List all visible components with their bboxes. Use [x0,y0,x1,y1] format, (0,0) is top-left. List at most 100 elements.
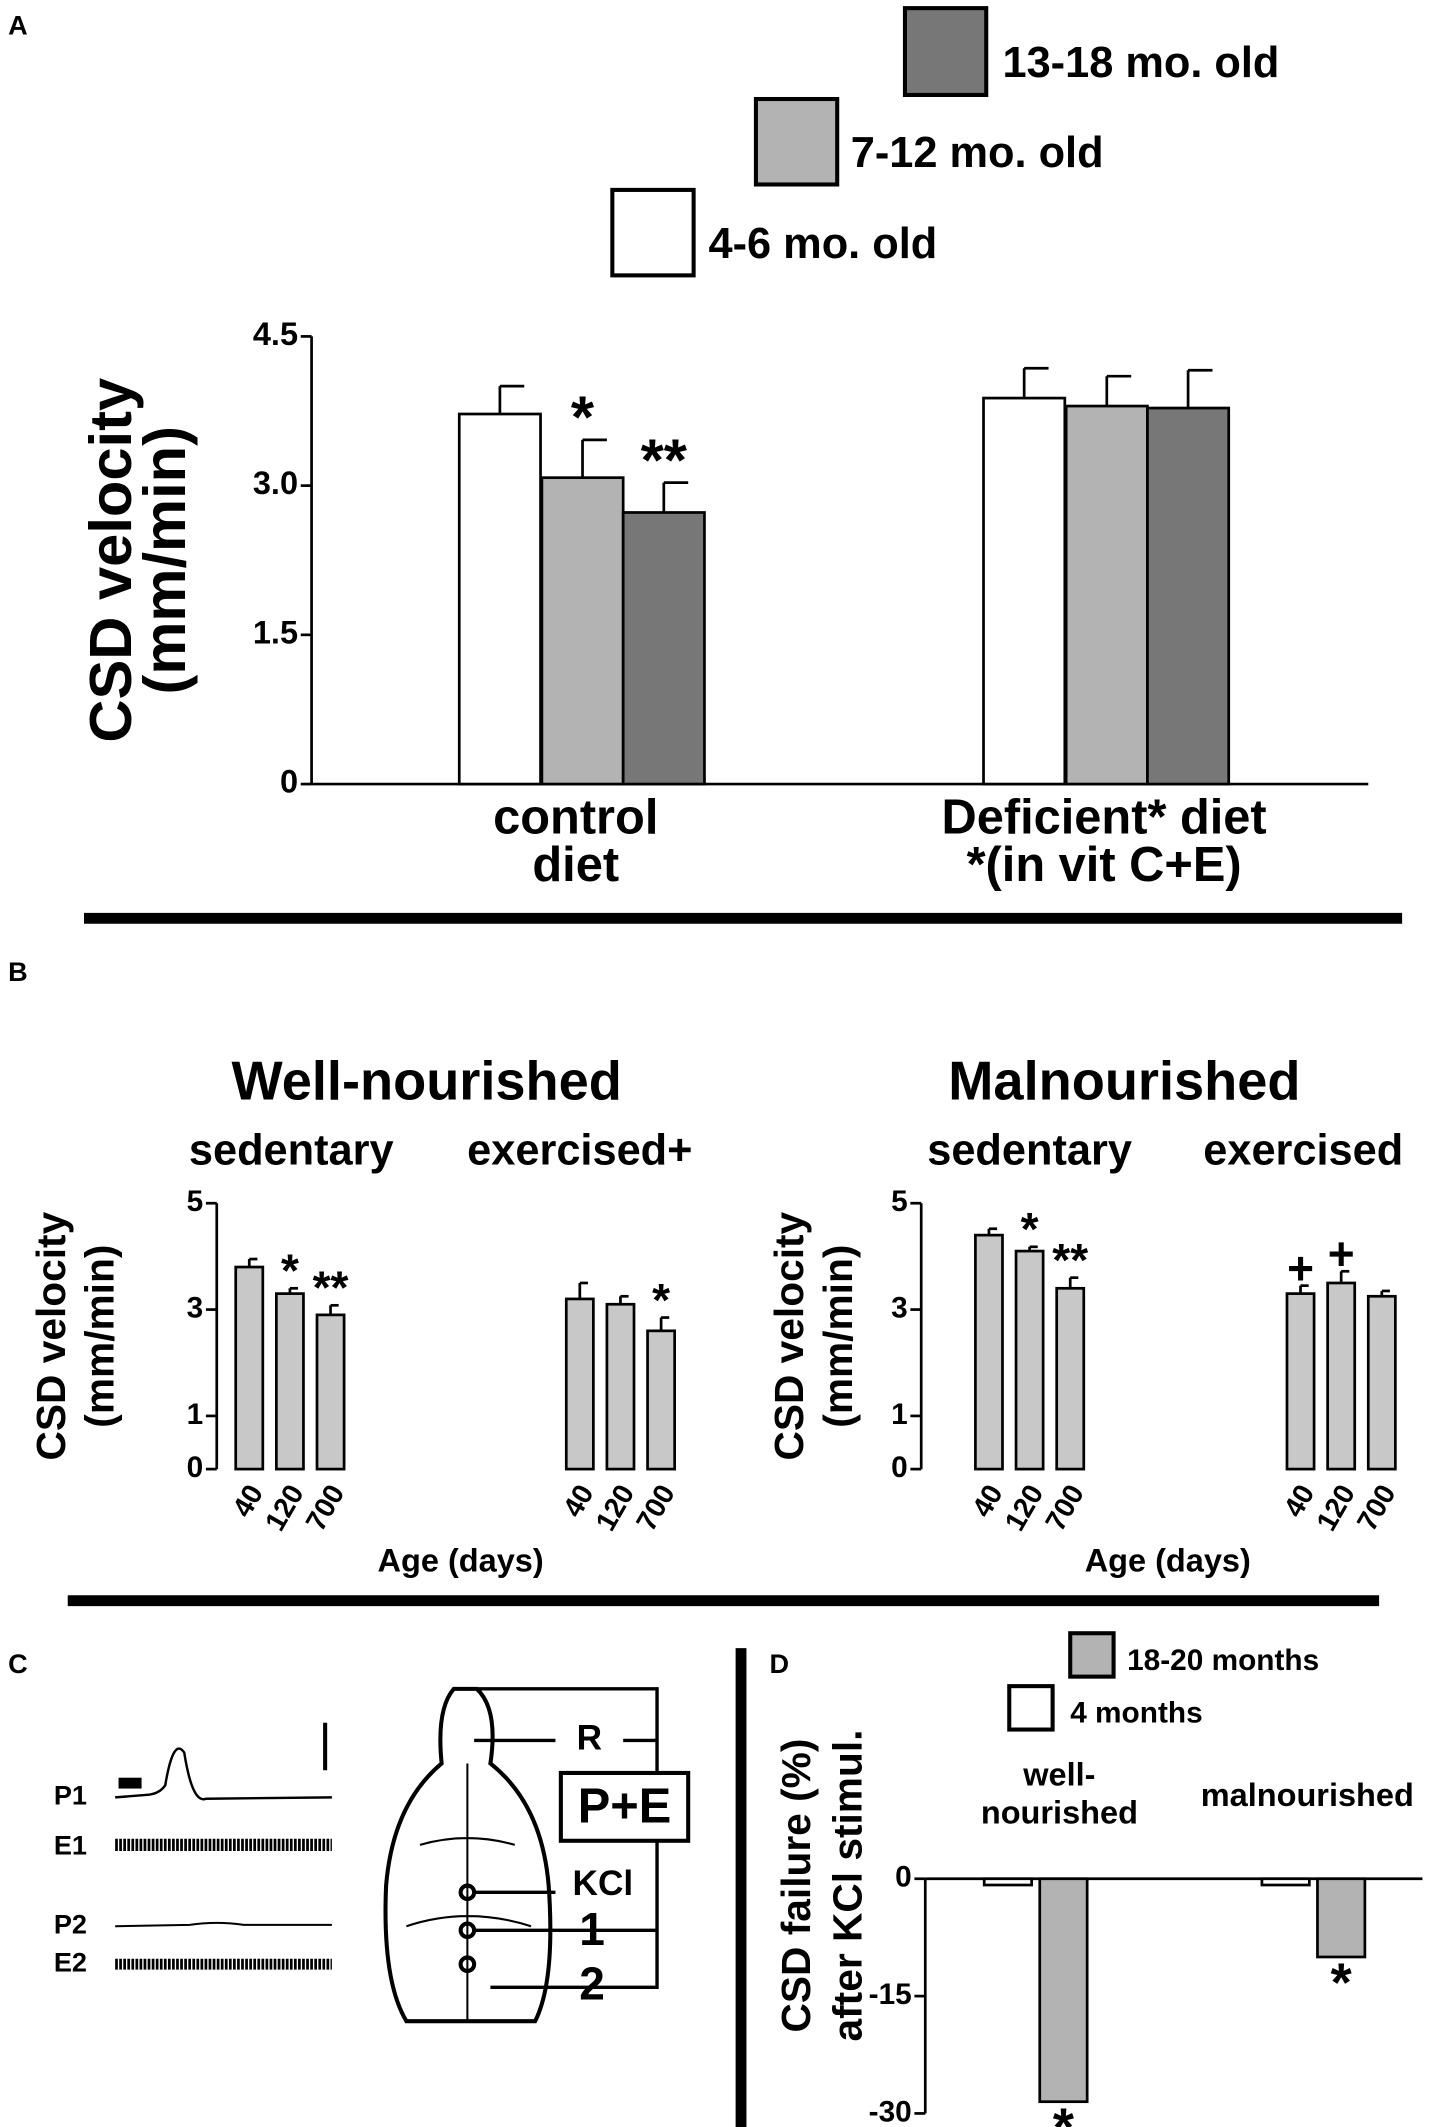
x-tick-label: well- [1022,1757,1095,1793]
group-label: exercised [1203,1126,1403,1174]
trace-label: P1 [54,1780,87,1811]
bar [315,1313,346,1471]
legend-label: 13-18 mo. old [1002,39,1279,87]
bar [1285,1292,1316,1471]
skull-sutures [406,1763,532,2022]
y-axis-label: (mm/min) [131,426,198,694]
legend-swatch [1007,1684,1055,1732]
y-tick-label: 1.5 [253,614,298,650]
x-tick-label: 700 [1351,1479,1402,1536]
significance-mark: * [652,1274,670,1326]
bar [1260,1877,1311,1887]
legend-label: 18-20 months [1127,1644,1319,1677]
y-tick-label: 0 [895,1861,912,1894]
bar [621,511,706,786]
y-axis-label: after KCl stimul. [825,1730,871,2042]
bar [1146,406,1231,786]
panel-label: A [8,9,28,40]
significance-mark: ** [313,1262,349,1314]
bar [564,1297,595,1471]
legend-swatch [753,96,840,187]
x-tick-label: 700 [300,1479,351,1536]
trace-label: P2 [54,1908,87,1939]
significance-mark: + [1287,1242,1314,1294]
x-tick-label: *(in vit C+E) [967,838,1242,892]
y-tick-label: 1 [891,1398,908,1431]
group-label: sedentary [189,1126,394,1174]
bar [1038,1877,1089,2104]
x-tick-label: 120 [590,1479,641,1536]
legend-swatch [902,6,989,97]
y-axis-label: CSD velocity [77,378,144,743]
significance-mark: * [571,384,595,451]
stimulus-bar [118,1777,142,1789]
y-tick-label: 4.5 [253,316,298,352]
x-axis-label: Age (days) [378,1542,544,1578]
y-tick-label: 5 [891,1185,908,1218]
trace-label: E1 [54,1830,87,1861]
traces [115,1722,332,1970]
trace-label: E2 [54,1946,87,1977]
significance-mark: ** [1052,1234,1088,1286]
legend-label: 4-6 mo. old [709,220,938,268]
bar [982,1877,1033,1887]
group-label: exercised+ [467,1126,692,1174]
y-tick-label: 3 [187,1291,204,1324]
x-tick-label: Deficient* diet [942,791,1267,845]
bar [1326,1281,1357,1471]
x-tick-label: 120 [999,1479,1050,1536]
site-label: KCl [573,1864,634,1903]
significance-mark: * [1331,1953,1353,2013]
y-tick-label: 3 [891,1291,908,1324]
trace-p2 [115,1921,332,1928]
y-tick-label: -15 [869,1978,912,2011]
bar [234,1265,265,1471]
y-tick-label: 0 [280,764,298,800]
x-tick-label: 120 [1310,1479,1361,1536]
y-tick-label: 1 [187,1398,204,1431]
y-axis-label: CSD failure (%) [773,1739,819,2033]
site-label: R [577,1719,602,1758]
bar [974,1233,1004,1471]
bar [982,396,1067,786]
legend-swatch [1068,1631,1116,1679]
bar [646,1329,677,1471]
x-tick-label: malnourished [1201,1777,1414,1813]
x-tick-label: 700 [1039,1479,1090,1536]
x-tick-label: 120 [259,1479,310,1536]
bar [1316,1877,1367,1959]
pe-box [558,1770,691,1843]
y-tick-label: 3.0 [253,465,298,501]
bar [1055,1286,1086,1471]
y-axis-label: (mm/min) [815,1245,861,1428]
y-tick-label: 0 [187,1451,204,1484]
site-label: 1 [579,1903,605,1955]
y-axis-label: CSD velocity [28,1211,74,1460]
legend-label: 4 months [1070,1697,1202,1730]
y-axis-label: CSD velocity [766,1211,812,1460]
x-tick-label: 700 [630,1479,681,1536]
y-tick-label: 5 [187,1185,204,1218]
significance-mark: ** [641,426,688,493]
x-tick-label: diet [532,838,619,892]
significance-mark: * [1021,1203,1039,1255]
x-axis-label: Age (days) [1085,1542,1251,1578]
subplot-title: Well-nourished [232,1052,622,1112]
legend-label: 7-12 mo. old [851,129,1104,177]
trace-p1 [115,1747,332,1801]
legend-swatch [610,187,696,278]
panel-label: D [769,1648,789,1679]
skull [383,1686,689,2024]
group-label: sedentary [927,1126,1132,1174]
bar [1366,1294,1397,1471]
bar [1064,404,1149,786]
box-label: P+E [578,1779,672,1833]
site-2 [458,1955,477,1974]
y-axis-label: (mm/min) [77,1245,123,1428]
panel-label: B [8,956,28,987]
x-tick-label: control [493,791,658,845]
bar [605,1302,636,1471]
site-label: 2 [579,1957,605,2009]
